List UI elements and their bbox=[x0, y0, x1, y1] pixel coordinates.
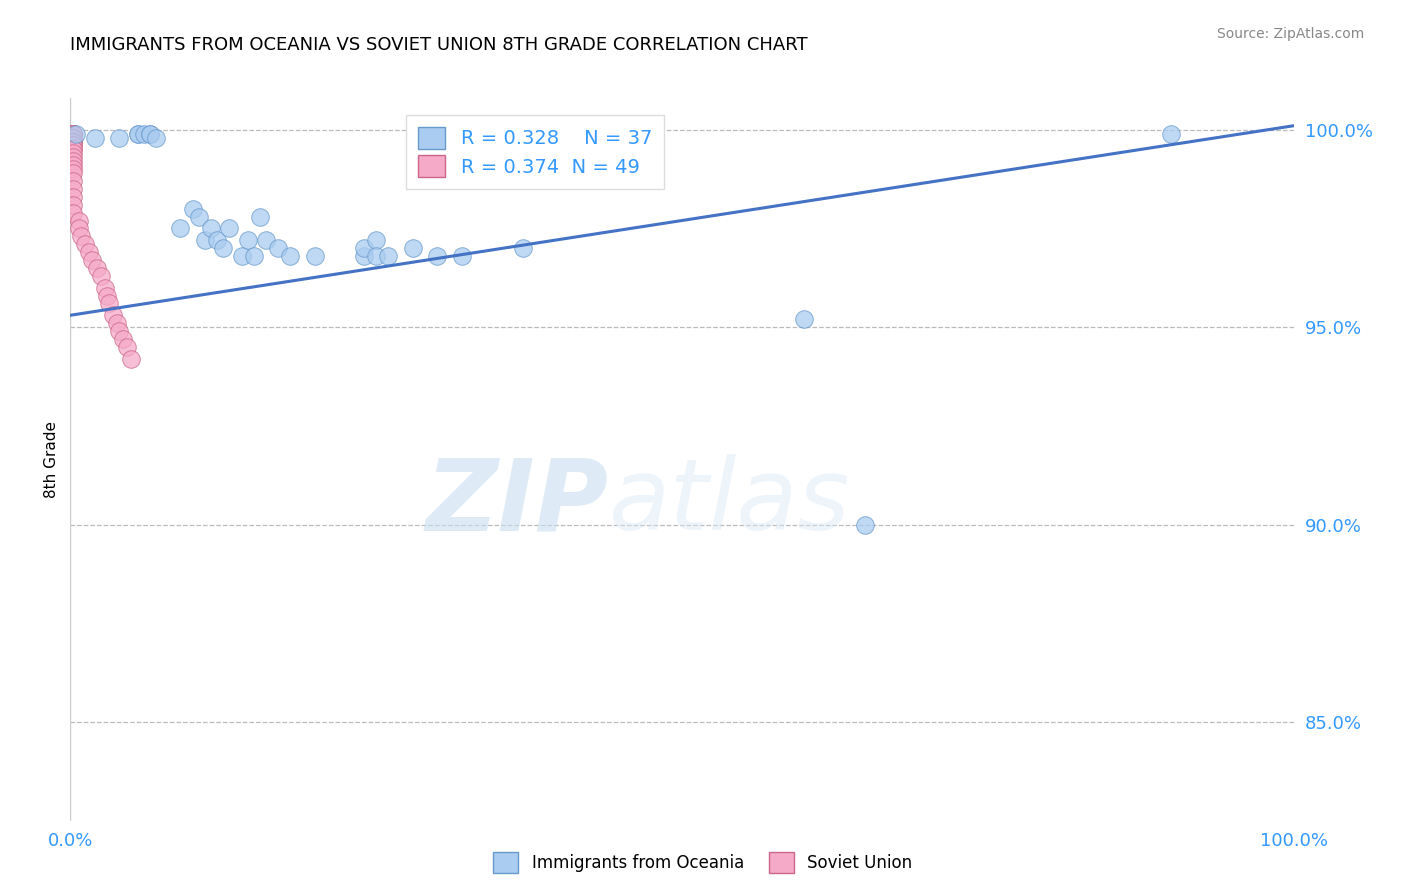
Point bbox=[98, 296, 121, 310]
Point bbox=[194, 233, 217, 247]
Point bbox=[65, 127, 87, 141]
Point bbox=[96, 288, 118, 302]
Point bbox=[353, 241, 375, 255]
Point bbox=[111, 332, 134, 346]
Point bbox=[105, 316, 128, 330]
Legend: R = 0.328    N = 37, R = 0.374  N = 49: R = 0.328 N = 37, R = 0.374 N = 49 bbox=[406, 115, 664, 189]
Point bbox=[62, 127, 84, 141]
Point bbox=[402, 241, 425, 255]
Point bbox=[101, 308, 124, 322]
Point bbox=[205, 233, 228, 247]
Point bbox=[280, 249, 302, 263]
Point bbox=[62, 143, 84, 157]
Point bbox=[62, 135, 84, 149]
Point bbox=[62, 127, 84, 141]
Point bbox=[108, 324, 131, 338]
Point bbox=[145, 130, 167, 145]
Text: Source: ZipAtlas.com: Source: ZipAtlas.com bbox=[1216, 27, 1364, 41]
Point bbox=[90, 268, 112, 283]
Point bbox=[200, 221, 222, 235]
Point bbox=[62, 127, 84, 141]
Point bbox=[82, 252, 104, 267]
Point bbox=[1160, 127, 1182, 141]
Point bbox=[108, 130, 131, 145]
Point bbox=[793, 312, 815, 326]
Point bbox=[450, 249, 472, 263]
Point bbox=[243, 249, 266, 263]
Point bbox=[67, 221, 90, 235]
Point bbox=[62, 198, 84, 212]
Point bbox=[267, 241, 290, 255]
Point bbox=[132, 127, 155, 141]
Point bbox=[62, 127, 84, 141]
Point bbox=[426, 249, 449, 263]
Point bbox=[62, 166, 84, 180]
Point bbox=[70, 229, 93, 244]
Point bbox=[62, 174, 84, 188]
Point bbox=[855, 517, 877, 532]
Point bbox=[249, 210, 271, 224]
Point bbox=[512, 241, 534, 255]
Point bbox=[353, 249, 375, 263]
Point bbox=[181, 202, 204, 216]
Point bbox=[86, 260, 108, 275]
Point bbox=[218, 221, 240, 235]
Text: IMMIGRANTS FROM OCEANIA VS SOVIET UNION 8TH GRADE CORRELATION CHART: IMMIGRANTS FROM OCEANIA VS SOVIET UNION … bbox=[70, 36, 808, 54]
Point bbox=[62, 127, 84, 141]
Text: atlas: atlas bbox=[609, 454, 851, 551]
Point bbox=[127, 127, 149, 141]
Point bbox=[62, 127, 84, 141]
Point bbox=[139, 127, 162, 141]
Point bbox=[62, 130, 84, 145]
Point bbox=[187, 210, 209, 224]
Point bbox=[304, 249, 326, 263]
Point bbox=[62, 190, 84, 204]
Point bbox=[62, 135, 84, 149]
Point bbox=[62, 182, 84, 196]
Point bbox=[62, 127, 84, 141]
Point bbox=[62, 135, 84, 149]
Point bbox=[62, 158, 84, 172]
Point bbox=[62, 127, 84, 141]
Point bbox=[93, 280, 115, 294]
Point bbox=[62, 127, 84, 141]
Point bbox=[67, 213, 90, 227]
Point bbox=[139, 127, 162, 141]
Point bbox=[121, 351, 143, 366]
Text: ZIP: ZIP bbox=[426, 454, 609, 551]
Point bbox=[212, 241, 235, 255]
Point bbox=[62, 162, 84, 177]
Point bbox=[254, 233, 277, 247]
Point bbox=[62, 130, 84, 145]
Point bbox=[62, 150, 84, 164]
Point bbox=[62, 127, 84, 141]
Point bbox=[169, 221, 191, 235]
Point bbox=[377, 249, 399, 263]
Point bbox=[231, 249, 253, 263]
Point bbox=[62, 154, 84, 169]
Point bbox=[62, 146, 84, 161]
Point bbox=[62, 127, 84, 141]
Y-axis label: 8th Grade: 8th Grade bbox=[44, 421, 59, 498]
Point bbox=[127, 127, 149, 141]
Point bbox=[73, 237, 96, 252]
Point bbox=[62, 205, 84, 219]
Point bbox=[77, 245, 100, 260]
Point bbox=[62, 138, 84, 153]
Point bbox=[366, 233, 388, 247]
Point bbox=[236, 233, 259, 247]
Point bbox=[62, 127, 84, 141]
Point bbox=[366, 249, 388, 263]
Point bbox=[115, 340, 138, 354]
Legend: Immigrants from Oceania, Soviet Union: Immigrants from Oceania, Soviet Union bbox=[486, 846, 920, 880]
Point bbox=[62, 143, 84, 157]
Point bbox=[83, 130, 105, 145]
Point bbox=[62, 138, 84, 153]
